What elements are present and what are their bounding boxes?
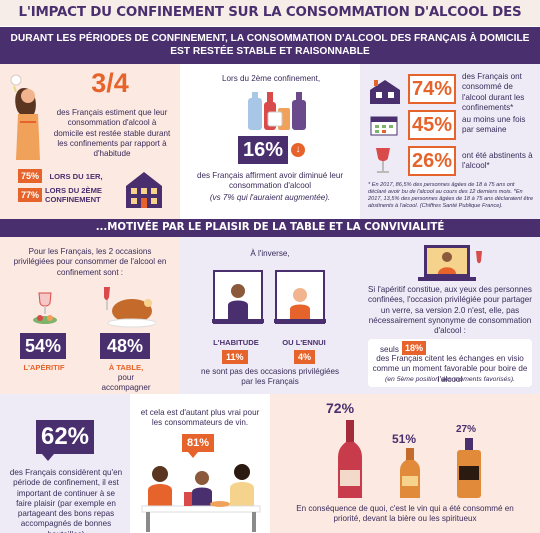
beverages-text: En conséquence de quoi, c'est le vin qui… (296, 504, 514, 524)
spirits-bottle-icon (457, 438, 481, 498)
beer-pct: 51% (392, 432, 417, 446)
panel-beverages: 72% 51% 27% En conséquence de quoi, c'es… (270, 394, 540, 533)
section-band-stable: DURANT LES PÉRIODES DE CONFINEMENT, LA C… (0, 27, 540, 64)
bottles-icon (248, 92, 306, 130)
second-lockdown-intro: Lors du 2ème confinement, (222, 74, 321, 83)
visio-box-pre: seuls (380, 345, 399, 354)
aperitif-icon (33, 292, 57, 324)
first-lockdown-label: LORS DU 1ER, (49, 172, 103, 181)
first-lockdown-pct: 75% (18, 169, 43, 183)
down-arrow-icon: ↓ (291, 143, 305, 157)
second-lockdown-label: LORS DU 2ÈME CONFINEMENT (45, 186, 102, 204)
footnote: * En 2017, 86,5% des personnes âgées de … (368, 182, 534, 209)
section-band-pleasure: ...MOTIVÉE PAR LE PLAISIR DE LA TABLE ET… (0, 219, 540, 237)
panel-pleasure: 62% des Français considèrent qu'en pério… (0, 394, 130, 533)
wine-drinkers-tail (188, 452, 198, 458)
table-pct: 48% (100, 333, 150, 359)
visio-pct: 18% (402, 341, 427, 355)
panel-wine-drinkers: et cela est d'autant plus vrai pour les … (130, 394, 270, 533)
wine-pct: 72% (326, 400, 355, 416)
panel-three-quarters: 3/4 des Français estiment que leur conso… (0, 64, 180, 219)
abstinent-text: ont été abstinents à l'alcool* (462, 151, 533, 171)
wine-bottle-icon (338, 420, 362, 498)
visio-box-sub: (en 5ème position des moments favorisés)… (385, 376, 515, 383)
abstinent-pct: 26% (408, 146, 456, 176)
panel-consumption-stats: 74% des Français ont consommé de l'alcoo… (360, 64, 540, 219)
wine-drinkers-pct: 81% (182, 434, 215, 452)
band-line-1: DURANT LES PÉRIODES DE CONFINEMENT, LA C… (10, 33, 530, 44)
panel-visio: Si l'apéritif constitue, aux yeux des pe… (360, 237, 540, 394)
boredom-pct: 4% (294, 350, 316, 364)
three-quarters-value: 3/4 (91, 68, 129, 98)
aperitif-label: L'APÉRITIF (23, 363, 65, 372)
visio-box-text: des Français citent les échanges en visi… (372, 354, 528, 384)
second-lockdown-label-a: LORS DU 2ÈME (45, 186, 102, 195)
house-icon (126, 172, 162, 208)
consumed-pct: 74% (408, 74, 456, 104)
roast-chicken-icon (104, 287, 156, 328)
boredom-label: OU L'ENNUI (282, 338, 326, 347)
second-lockdown-label-b: CONFINEMENT (45, 195, 101, 204)
decrease-pct: 16% (238, 136, 288, 164)
band-line-2: EST RESTÉE STABLE ET RAISONNABLE (170, 45, 370, 57)
windows-icon (212, 270, 326, 324)
habit-pct: 11% (222, 350, 248, 364)
table-sub: pour accompagner un bon repas (101, 373, 151, 394)
first-lockdown-row: 75% LORS DU 1ER, (18, 166, 103, 184)
decrease-sub: (vs 7% qui l'auraient augmentée). (209, 193, 331, 202)
second-lockdown-row: 77% LORS DU 2ÈME CONFINEMENT (18, 186, 102, 204)
weekly-text: au moins une fois par semaine (462, 115, 526, 135)
pleasure-pct: 62% (36, 420, 94, 454)
beer-bottle-icon (400, 448, 420, 498)
dinner-table-icon (141, 464, 261, 532)
woman-with-glass-icon (10, 74, 40, 160)
occasions-intro: Pour les Français, les 2 occasions privi… (13, 247, 167, 277)
habit-label: L'HABITUDE (213, 338, 259, 347)
video-call-icon (418, 245, 482, 281)
visio-text: Si l'apéritif constitue, aux yeux des pe… (368, 285, 532, 336)
table-label: À TABLE, (108, 363, 144, 372)
panel-habit-boredom: À l'inverse, L'HABITUDE 11% OU L'ENNUI 4… (180, 237, 360, 394)
weekly-pct: 45% (408, 110, 456, 140)
home-icon (370, 80, 400, 104)
visio-box (368, 339, 532, 387)
aperitif-pct: 54% (20, 333, 66, 359)
spirits-pct: 27% (456, 424, 477, 435)
speech-tail (42, 454, 54, 461)
pleasure-text: des Français considèrent qu'en période d… (9, 468, 123, 533)
panel-occasions: Pour les Français, les 2 occasions privi… (0, 237, 180, 394)
calendar-icon (370, 116, 398, 136)
three-quarters-text: des Français estiment que leur consommat… (53, 108, 171, 159)
wine-drinkers-intro: et cela est d'autant plus vrai pour les … (140, 408, 260, 428)
no-alcohol-icon (376, 148, 390, 173)
habit-boredom-text: ne sont pas des occasions privilégiées p… (200, 367, 340, 387)
panel-decrease: Lors du 2ème confinement, 16% ↓ des Fran… (180, 64, 360, 219)
second-lockdown-pct: 77% (18, 188, 43, 202)
inverse-intro: À l'inverse, (250, 249, 290, 258)
page-title: L'IMPACT DU CONFINEMENT SUR LA CONSOMMAT… (0, 0, 540, 46)
decrease-text: des Français affirment avoir diminué leu… (196, 171, 344, 191)
consumed-text: des Français ont consommé de l'alcool du… (462, 72, 525, 112)
